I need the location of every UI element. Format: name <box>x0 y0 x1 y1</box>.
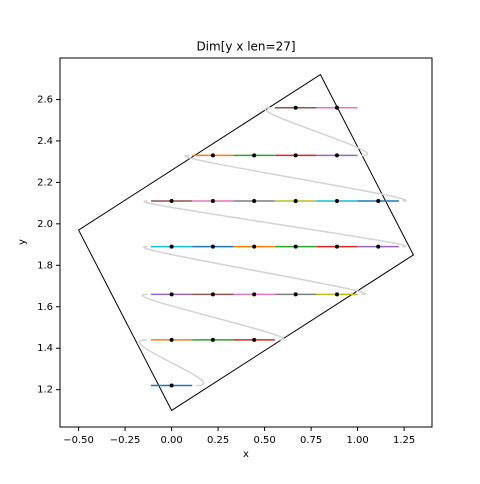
point <box>169 199 174 204</box>
point <box>293 292 298 297</box>
y-axis-label: y <box>17 239 28 245</box>
point <box>252 292 257 297</box>
point <box>210 153 215 158</box>
connector <box>143 200 407 248</box>
point <box>334 199 339 204</box>
point <box>210 199 215 204</box>
y-tick-label: 1.2 <box>37 385 53 396</box>
point <box>210 292 215 297</box>
connector <box>264 107 369 157</box>
x-tick-label: 0.25 <box>207 435 229 446</box>
point <box>210 337 215 342</box>
point <box>252 337 257 342</box>
y-tick-label: 1.8 <box>37 260 53 271</box>
x-tick-label: 1.00 <box>346 435 368 446</box>
y-tick-label: 2.4 <box>37 136 53 147</box>
connector <box>138 339 205 387</box>
y-tick-label: 1.6 <box>37 302 53 313</box>
point <box>169 244 174 249</box>
y-tick-label: 2.0 <box>37 219 53 230</box>
point <box>169 337 174 342</box>
point <box>334 153 339 158</box>
region-outline <box>77 73 415 412</box>
point <box>252 199 257 204</box>
point <box>210 244 215 249</box>
point <box>252 244 257 249</box>
x-tick-label: 0.00 <box>160 435 182 446</box>
x-tick-label: −0.50 <box>63 435 94 446</box>
point <box>293 153 298 158</box>
x-tick-label: 0.75 <box>300 435 322 446</box>
y-tick-label: 1.4 <box>37 343 53 354</box>
y-tick-label: 2.6 <box>37 94 53 105</box>
connector <box>184 154 407 202</box>
point <box>334 105 339 110</box>
point <box>293 244 298 249</box>
connector <box>142 245 366 296</box>
y-tick-label: 2.2 <box>37 177 53 188</box>
point <box>252 153 257 158</box>
point <box>293 105 298 110</box>
point <box>334 292 339 297</box>
chart-title: Dim[y x len=27] <box>196 40 295 54</box>
x-tick-label: 0.50 <box>253 435 275 446</box>
x-tick-label: 1.25 <box>393 435 415 446</box>
point <box>334 244 339 249</box>
point <box>169 383 174 388</box>
x-axis-label: x <box>243 449 249 460</box>
point <box>293 199 298 204</box>
plot-frame <box>59 57 433 428</box>
point <box>169 292 174 297</box>
connector <box>141 293 285 341</box>
x-tick-label: −0.25 <box>110 435 141 446</box>
point <box>376 244 381 249</box>
point <box>376 199 381 204</box>
